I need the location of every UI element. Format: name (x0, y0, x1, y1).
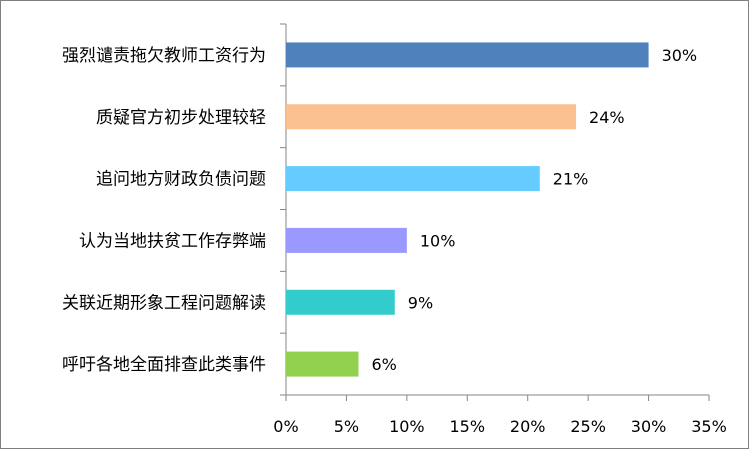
category-label: 呼吁各地全面排查此类事件 (62, 355, 266, 375)
data-label: 21% (553, 170, 589, 189)
data-label: 30% (662, 46, 698, 65)
bar-2 (286, 104, 577, 130)
bar-5 (286, 289, 395, 315)
category-label: 质疑官方初步处理较轻 (96, 108, 266, 128)
category-label: 关联近期形象工程问题解读 (62, 293, 266, 313)
x-tick-label: 5% (334, 417, 359, 436)
bar-1 (286, 42, 649, 68)
category-label: 强烈谴责拖欠教师工资行为 (62, 46, 266, 66)
bar-3 (286, 166, 540, 192)
x-tick-label: 15% (450, 417, 486, 436)
category-label: 认为当地扶贫工作存弊端 (79, 231, 266, 251)
bar-4 (286, 227, 407, 253)
x-tick-label: 30% (631, 417, 667, 436)
x-tick-label: 25% (570, 417, 606, 436)
x-tick-label: 10% (389, 417, 425, 436)
bar-6 (286, 351, 359, 377)
data-label: 9% (408, 293, 433, 312)
data-label: 6% (372, 355, 397, 374)
data-label: 10% (420, 231, 456, 250)
x-tick-label: 0% (273, 417, 298, 436)
x-tick-label: 35% (691, 417, 727, 436)
x-tick-label: 20% (510, 417, 546, 436)
data-label: 24% (589, 108, 625, 127)
category-label: 追问地方财政负债问题 (96, 170, 266, 190)
